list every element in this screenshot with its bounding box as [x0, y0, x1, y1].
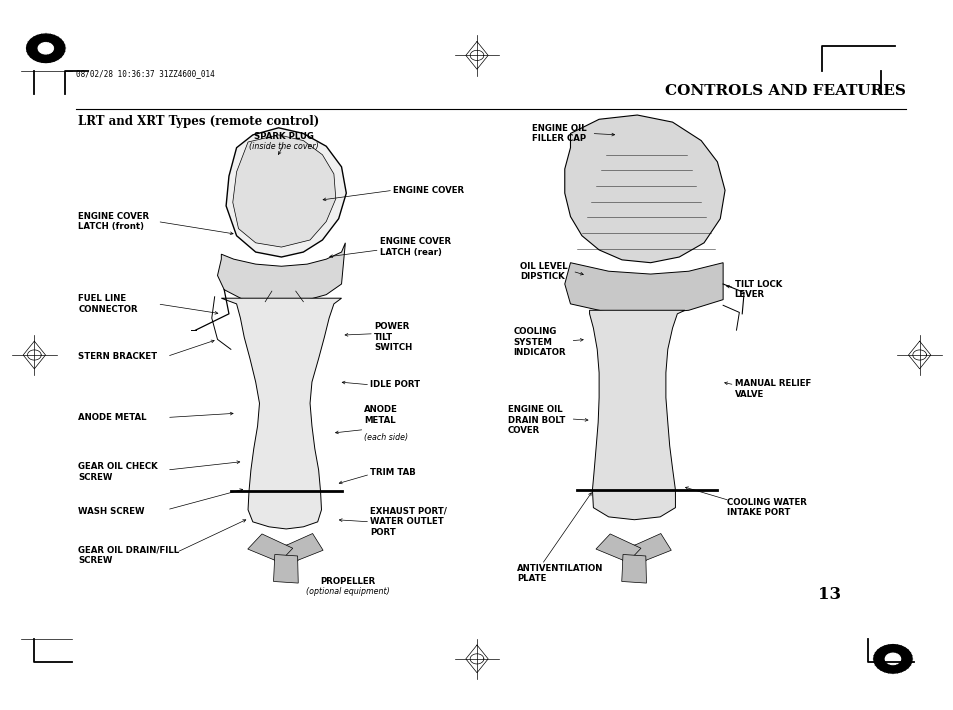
Polygon shape [873, 645, 911, 673]
Text: POWER
TILT
SWITCH: POWER TILT SWITCH [374, 322, 412, 352]
Polygon shape [629, 533, 671, 563]
Text: EXHAUST PORT/
WATER OUTLET
PORT: EXHAUST PORT/ WATER OUTLET PORT [370, 507, 447, 537]
Text: FUEL LINE
CONNECTOR: FUEL LINE CONNECTOR [78, 294, 138, 314]
Polygon shape [884, 653, 900, 665]
Text: ENGINE OIL
FILLER CAP: ENGINE OIL FILLER CAP [532, 124, 586, 143]
Polygon shape [621, 555, 646, 583]
Polygon shape [248, 534, 293, 562]
Text: TILT LOCK
LEVER: TILT LOCK LEVER [734, 280, 781, 300]
Circle shape [273, 545, 299, 565]
Polygon shape [38, 43, 53, 54]
Text: GEAR OIL DRAIN/FILL
SCREW: GEAR OIL DRAIN/FILL SCREW [78, 545, 179, 565]
Text: ANODE METAL: ANODE METAL [78, 413, 147, 422]
Polygon shape [226, 128, 346, 257]
Circle shape [620, 545, 647, 565]
Text: IDLE PORT: IDLE PORT [370, 381, 420, 389]
Polygon shape [221, 298, 341, 529]
Text: STERN BRACKET: STERN BRACKET [78, 352, 157, 361]
Text: ANTIVENTILATION
PLATE: ANTIVENTILATION PLATE [517, 564, 603, 584]
Polygon shape [274, 555, 298, 583]
Polygon shape [217, 243, 345, 304]
Text: 08/02/28 10:36:37 31ZZ4600_014: 08/02/28 10:36:37 31ZZ4600_014 [76, 69, 214, 78]
Text: (optional equipment): (optional equipment) [306, 587, 390, 596]
Text: MANUAL RELIEF
VALVE: MANUAL RELIEF VALVE [734, 379, 810, 399]
Text: (inside the cover): (inside the cover) [249, 142, 319, 151]
Text: COOLING WATER
INTAKE PORT: COOLING WATER INTAKE PORT [726, 498, 806, 518]
Text: WASH SCREW: WASH SCREW [78, 507, 145, 515]
Text: GEAR OIL CHECK
SCREW: GEAR OIL CHECK SCREW [78, 462, 158, 482]
Text: (each side): (each side) [364, 433, 408, 442]
Text: CONTROLS AND FEATURES: CONTROLS AND FEATURES [665, 84, 905, 98]
Polygon shape [596, 534, 640, 562]
Polygon shape [564, 263, 722, 314]
Text: ENGINE OIL
DRAIN BOLT
COVER: ENGINE OIL DRAIN BOLT COVER [507, 405, 564, 435]
Text: TRIM TAB: TRIM TAB [370, 468, 416, 476]
Text: PROPELLER: PROPELLER [320, 577, 375, 586]
Polygon shape [564, 115, 724, 263]
Text: ENGINE COVER: ENGINE COVER [393, 186, 464, 195]
Text: LRT and XRT Types (remote control): LRT and XRT Types (remote control) [78, 115, 319, 128]
Text: SPARK PLUG: SPARK PLUG [254, 131, 314, 141]
Text: OIL LEVEL
DIPSTICK: OIL LEVEL DIPSTICK [519, 261, 567, 281]
Text: COOLING
SYSTEM
INDICATOR: COOLING SYSTEM INDICATOR [513, 327, 565, 357]
Text: 13: 13 [818, 586, 841, 603]
Text: ENGINE COVER
LATCH (rear): ENGINE COVER LATCH (rear) [379, 237, 451, 257]
Text: ENGINE COVER
LATCH (front): ENGINE COVER LATCH (front) [78, 212, 150, 231]
Text: ANODE
METAL: ANODE METAL [364, 405, 398, 425]
Polygon shape [233, 135, 335, 247]
Polygon shape [27, 34, 65, 62]
Polygon shape [281, 533, 323, 563]
Polygon shape [589, 310, 684, 520]
